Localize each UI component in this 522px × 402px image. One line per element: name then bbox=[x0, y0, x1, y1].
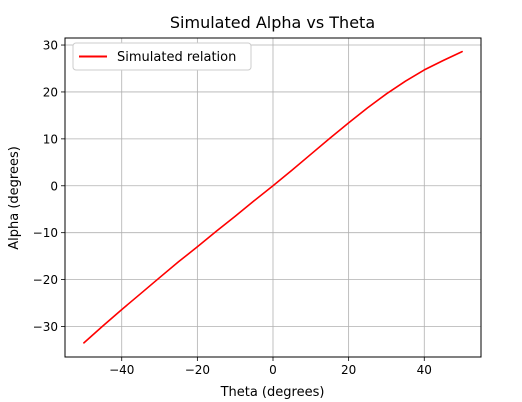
axis-ticks: −40 −20 0 20 40 −30 −20 −10 0 10 20 30 bbox=[33, 39, 432, 377]
legend-label: Simulated relation bbox=[117, 50, 236, 65]
x-tick-label: 0 bbox=[269, 363, 277, 377]
legend-box bbox=[72, 42, 252, 71]
x-tick-label: 20 bbox=[341, 363, 356, 377]
y-tick-label: 0 bbox=[50, 179, 58, 193]
y-tick-label: 20 bbox=[43, 85, 58, 99]
y-tick-label: −20 bbox=[33, 273, 58, 287]
x-tick-label: −20 bbox=[185, 363, 210, 377]
series-line bbox=[83, 50, 463, 344]
y-tick-label: 30 bbox=[43, 39, 58, 53]
y-tick-label: −30 bbox=[33, 320, 58, 334]
y-tick-label: −10 bbox=[33, 226, 58, 240]
grid bbox=[65, 38, 481, 357]
y-axis-label: Alpha (degrees) bbox=[7, 146, 22, 250]
legend: Simulated relation bbox=[72, 42, 252, 71]
x-tick-label: 40 bbox=[417, 363, 432, 377]
chart-title: Simulated Alpha vs Theta bbox=[170, 13, 375, 32]
x-axis-label: Theta (degrees) bbox=[220, 385, 325, 400]
series-layer bbox=[83, 50, 463, 344]
x-tick-label: −40 bbox=[109, 363, 134, 377]
y-tick-label: 10 bbox=[43, 132, 58, 146]
